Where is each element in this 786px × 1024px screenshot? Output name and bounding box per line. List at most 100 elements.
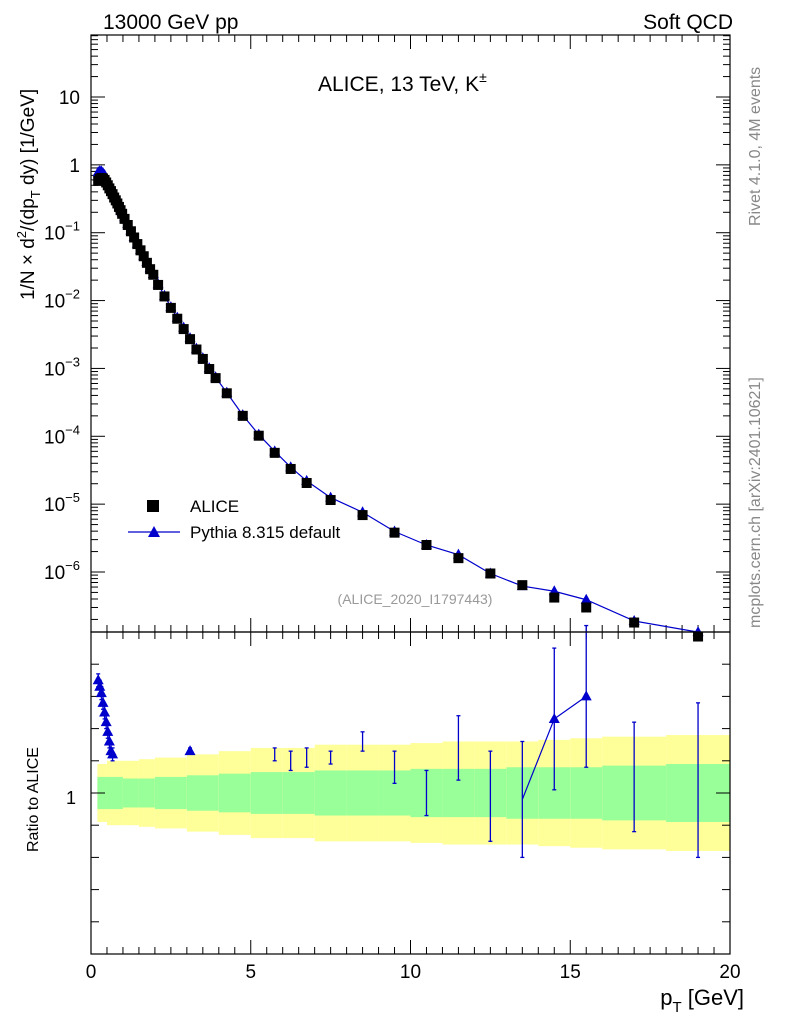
data-point — [549, 592, 560, 603]
data-point — [119, 213, 130, 224]
y-tick-label: 10 — [59, 88, 80, 109]
y-tick-label: 10−5 — [44, 490, 80, 516]
data-point — [117, 208, 128, 219]
data-point — [138, 251, 149, 262]
chart-title: ALICE, 13 TeV, K± — [318, 69, 487, 96]
ratio-point — [580, 690, 592, 701]
ratio-frame — [90, 631, 731, 955]
data-point — [453, 553, 464, 564]
x-tick-label: 0 — [86, 962, 97, 983]
data-point — [301, 477, 312, 488]
data-point — [165, 302, 176, 313]
band-inner — [122, 778, 139, 808]
ratio-point — [103, 735, 115, 746]
ratio-panel — [90, 624, 731, 955]
data-point — [191, 344, 202, 355]
x-tick-label: 10 — [400, 962, 421, 983]
ratio-bands — [97, 735, 730, 851]
data-point — [159, 291, 170, 302]
data-point — [285, 463, 296, 474]
x-tick-label: 20 — [719, 962, 740, 983]
band-inner — [106, 776, 123, 810]
y-tick-label: 10−6 — [44, 558, 80, 584]
data-point — [237, 410, 248, 421]
band-inner — [314, 770, 347, 816]
x-tick-labels: 0 5 10 15 20 — [86, 962, 741, 983]
ratio-points — [92, 624, 701, 859]
data-point — [145, 264, 156, 275]
data-point — [135, 245, 146, 256]
data-point — [210, 373, 221, 384]
data-point — [629, 617, 640, 628]
ratio-point — [184, 745, 196, 756]
y-tick-label: 10−1 — [44, 219, 80, 245]
y-tick-label: 10−4 — [44, 422, 80, 448]
band-inner — [186, 775, 219, 811]
ratio-point — [548, 712, 560, 723]
ratio-point — [102, 725, 114, 736]
band-inner — [154, 776, 187, 810]
data-point — [517, 580, 528, 591]
ratio-point — [107, 748, 119, 759]
ratio-point — [94, 680, 106, 691]
data-point — [221, 388, 232, 399]
ratio-point — [99, 706, 111, 717]
ratio-point — [92, 674, 104, 685]
data-point — [153, 279, 164, 290]
band-inner — [570, 767, 603, 819]
data-point — [253, 430, 264, 441]
ratio-point — [97, 696, 109, 707]
analysis-tag: (ALICE_2020_I1797443) — [338, 591, 493, 607]
band-inner — [138, 778, 155, 808]
data-point — [125, 226, 136, 237]
mc-series — [92, 165, 704, 637]
data-point — [325, 495, 336, 506]
data-point — [197, 353, 208, 364]
rivet-label: Rivet 4.1.0, 4M events — [747, 67, 764, 226]
main-ticks — [90, 35, 731, 632]
main-y-tick-labels: 10−6 10−5 10−4 10−3 10−2 10−1 1 10 — [44, 88, 80, 584]
x-tick-label: 5 — [245, 962, 256, 983]
band-inner — [250, 772, 283, 814]
header-right: Soft QCD — [643, 11, 733, 34]
legend-marker-pythia — [148, 526, 160, 537]
y-tick-label: 1 — [69, 156, 80, 177]
ratio-ticks — [90, 632, 731, 954]
data-series — [93, 173, 704, 642]
ratio-point — [95, 687, 107, 698]
data-point — [485, 568, 496, 579]
data-point — [178, 324, 189, 335]
legend-label-alice: ALICE — [190, 497, 239, 516]
data-point — [269, 447, 280, 458]
y-tick-label: 10−3 — [44, 354, 80, 380]
header-left: 13000 GeV pp — [103, 11, 238, 34]
main-panel: 10−6 10−5 10−4 10−3 10−2 10−1 1 10 — [44, 34, 731, 642]
x-tick-label: 15 — [560, 962, 581, 983]
y-tick-label: 10−2 — [44, 287, 80, 313]
data-point — [132, 239, 143, 250]
data-point — [581, 602, 592, 613]
data-point — [172, 313, 183, 324]
x-axis-label: pT [GeV] — [660, 985, 744, 1016]
ratio-tick-label-1: 1 — [66, 788, 76, 808]
band-inner — [218, 773, 251, 813]
data-point — [204, 364, 215, 375]
data-point — [185, 334, 196, 345]
legend-label-pythia: Pythia 8.315 default — [190, 523, 341, 542]
mc-line — [97, 170, 699, 633]
data-point — [357, 510, 368, 521]
legend: ALICE Pythia 8.315 default — [128, 497, 341, 542]
data-point — [421, 539, 432, 550]
band-inner — [346, 770, 379, 816]
mc-point — [580, 593, 592, 604]
data-point — [129, 232, 140, 243]
data-point — [122, 219, 133, 230]
data-point — [389, 527, 400, 538]
legend-marker-alice — [147, 500, 159, 512]
data-point — [148, 269, 159, 280]
ratio-y-label: Ratio to ALICE — [25, 747, 42, 852]
band-inner — [282, 772, 315, 814]
mcplots-label: mcplots.cern.ch [arXiv:2401.10621] — [747, 377, 764, 628]
ratio-point — [100, 716, 112, 727]
